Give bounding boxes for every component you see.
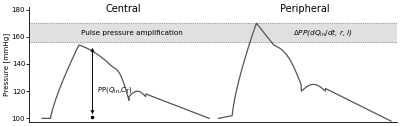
Text: Peripheral: Peripheral	[280, 4, 330, 14]
Text: Pulse pressure amplification: Pulse pressure amplification	[81, 30, 183, 36]
Bar	[29, 23, 396, 42]
Text: $\Delta$PP($dQ_{\mathregular{in}}/dt$, $r$, $l$): $\Delta$PP($dQ_{\mathregular{in}}/dt$, $…	[293, 27, 353, 38]
Y-axis label: Pressure [mmHg]: Pressure [mmHg]	[4, 33, 10, 96]
Text: PP($Q_{\mathregular{in}}$,$C_T$): PP($Q_{\mathregular{in}}$,$C_T$)	[97, 85, 133, 95]
Text: Central: Central	[105, 4, 141, 14]
